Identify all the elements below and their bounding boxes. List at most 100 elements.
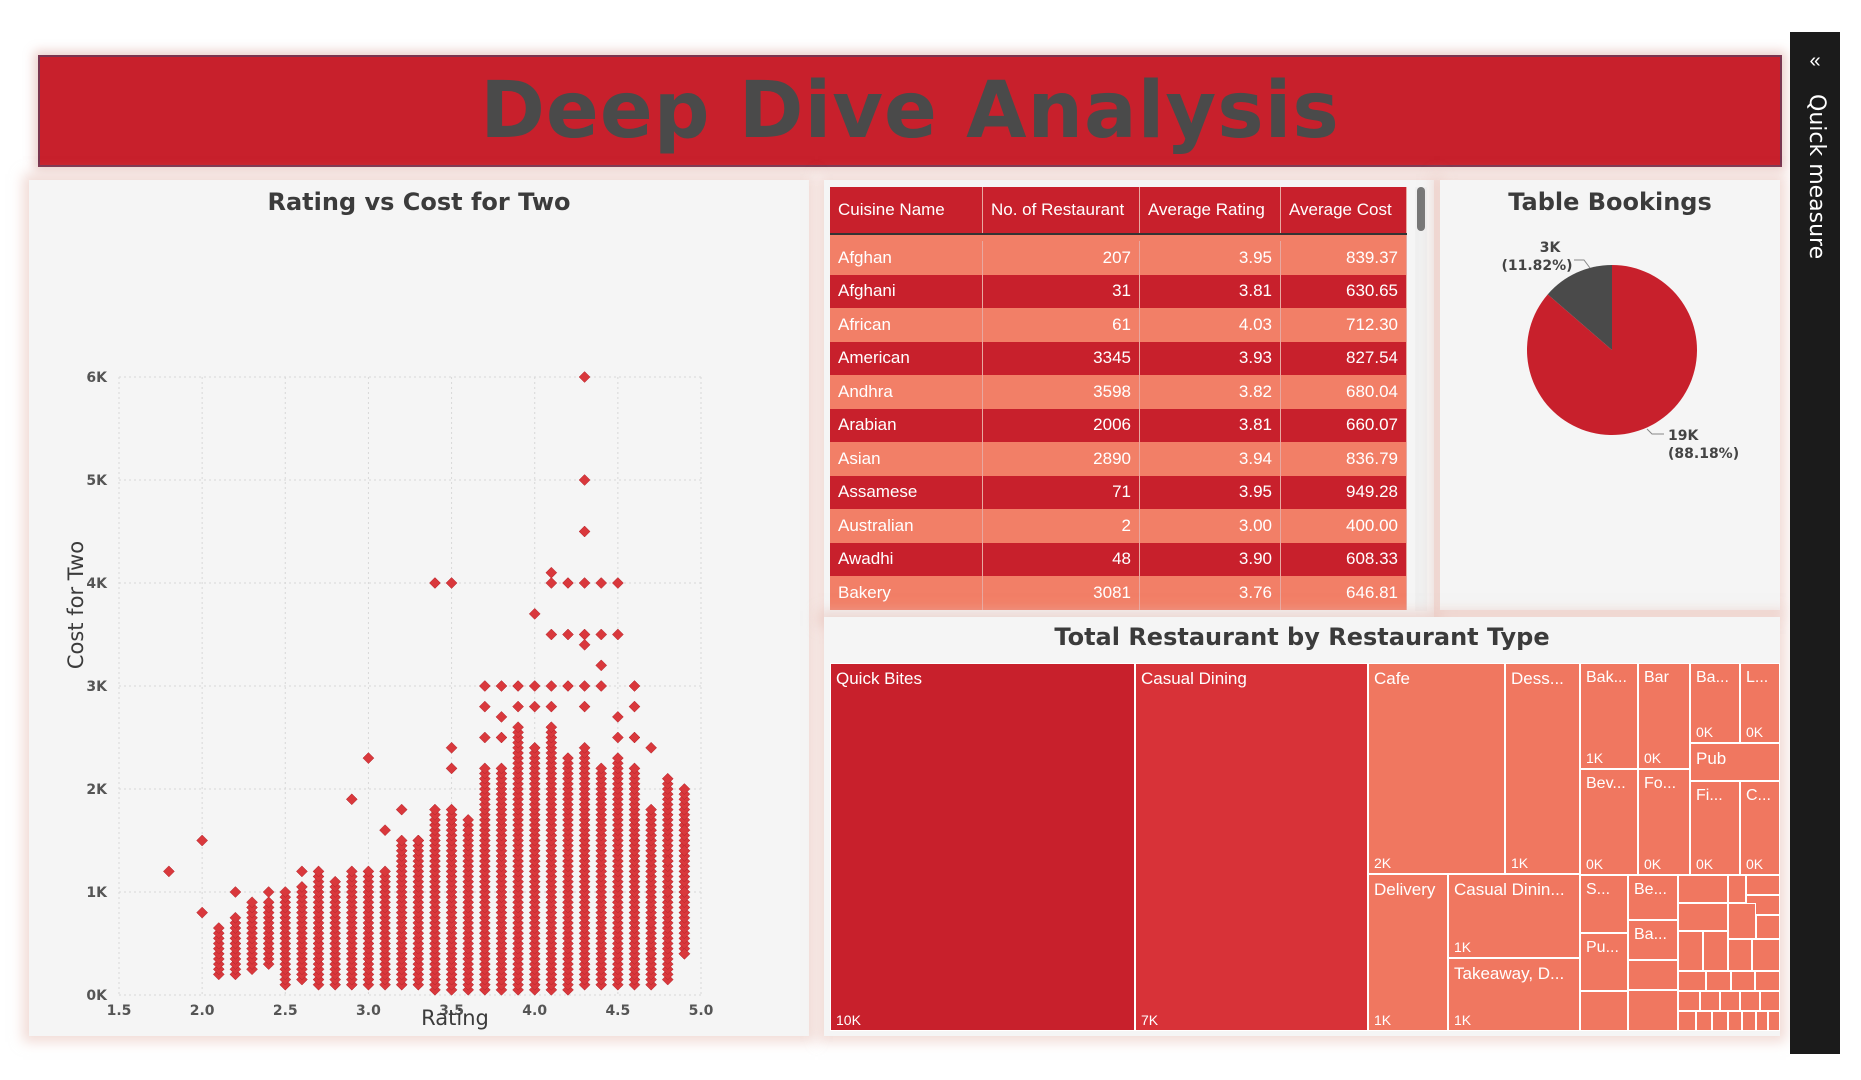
treemap-cell-small[interactable]: [1580, 991, 1628, 1031]
scatter-point[interactable]: [262, 886, 275, 898]
scatter-point[interactable]: [379, 824, 391, 837]
treemap-cell[interactable]: Fo... 0K: [1638, 769, 1690, 875]
scatter-point[interactable]: [229, 911, 242, 924]
scatter-point[interactable]: [246, 896, 258, 909]
scatter-point[interactable]: [562, 680, 574, 692]
scatter-point[interactable]: [495, 711, 508, 723]
treemap-cell-small[interactable]: [1678, 971, 1706, 991]
scatter-point[interactable]: [262, 896, 275, 909]
pie-chart[interactable]: 19K (88.18%) 3K (11.82%): [1440, 180, 1780, 610]
pie-panel[interactable]: Table Bookings 19K (88.18%) 3K (11.82%): [1440, 180, 1780, 610]
treemap-cell[interactable]: Pu...: [1580, 933, 1628, 991]
scatter-point[interactable]: [429, 577, 441, 589]
table-row[interactable]: Arabian 2006 3.81 660.07: [830, 408, 1407, 442]
scatter-point[interactable]: [578, 638, 591, 651]
scatter-point[interactable]: [562, 628, 574, 641]
scatter-point[interactable]: [645, 741, 657, 754]
scatter-point[interactable]: [645, 917, 657, 929]
scatter-point[interactable]: [545, 680, 558, 692]
treemap-cell-small[interactable]: [1728, 1011, 1742, 1031]
treemap-cell[interactable]: Cafe 2K: [1368, 663, 1505, 874]
treemap-cell-small[interactable]: [1756, 915, 1780, 939]
treemap-cell-small[interactable]: [1731, 971, 1755, 991]
scatter-point[interactable]: [478, 680, 491, 692]
treemap-cell-small[interactable]: [1678, 1011, 1696, 1031]
treemap-cell[interactable]: Bak... 1K: [1580, 663, 1638, 769]
scatter-point[interactable]: [678, 844, 691, 857]
scatter-point[interactable]: [478, 762, 491, 775]
treemap-cell-small[interactable]: [1742, 1011, 1756, 1031]
scatter-point[interactable]: [478, 731, 491, 744]
column-header-rating[interactable]: Average Rating: [1139, 187, 1281, 235]
scatter-point[interactable]: [445, 762, 458, 775]
scatter-point[interactable]: [661, 855, 674, 867]
scatter-point[interactable]: [578, 371, 591, 383]
scatter-point[interactable]: [612, 731, 624, 744]
scatter-point[interactable]: [578, 577, 591, 589]
scatter-point[interactable]: [545, 700, 558, 713]
scatter-point[interactable]: [545, 628, 558, 641]
scatter-point[interactable]: [362, 865, 375, 878]
scatter-point[interactable]: [362, 752, 375, 764]
scatter-point[interactable]: [645, 803, 657, 816]
scatter-point[interactable]: [196, 834, 208, 847]
scatter-point[interactable]: [612, 752, 624, 764]
scatter-point[interactable]: [512, 700, 524, 713]
scatter-point[interactable]: [512, 680, 524, 692]
treemap-cell-small[interactable]: [1678, 931, 1703, 971]
column-header-cost[interactable]: Average Cost: [1280, 187, 1407, 235]
treemap-cell[interactable]: L... 0K: [1740, 663, 1780, 743]
column-header-cuisine[interactable]: Cuisine Name: [830, 187, 983, 235]
table-row[interactable]: African 61 4.03 712.30: [830, 308, 1407, 342]
scatter-point[interactable]: [312, 865, 325, 878]
scatter-chart[interactable]: 1.5 2.0 2.5 3.0 3.5 4.0 4.5 5.0 0K 1K 2K 3K 4K 5K 6K R…: [29, 180, 809, 1036]
scatter-point[interactable]: [462, 824, 475, 837]
scatter-point[interactable]: [628, 700, 641, 713]
scatter-point[interactable]: [562, 752, 574, 764]
scatter-point[interactable]: [545, 721, 558, 734]
scatter-point[interactable]: [478, 700, 491, 713]
table-row[interactable]: Australian 2 3.00 400.00: [830, 509, 1407, 543]
treemap-cell-small[interactable]: [1720, 991, 1740, 1011]
scatter-point[interactable]: [678, 886, 691, 898]
scatter-point[interactable]: [196, 906, 208, 919]
scatter-point[interactable]: [595, 577, 608, 589]
scatter-point[interactable]: [296, 880, 308, 893]
scatter-point[interactable]: [578, 628, 591, 641]
treemap-cell-small[interactable]: [1752, 939, 1780, 971]
treemap-cell-small[interactable]: [1728, 903, 1756, 939]
scatter-point[interactable]: [495, 762, 508, 775]
treemap-cell[interactable]: Ba... 0K: [1690, 663, 1740, 743]
scatter-point[interactable]: [678, 824, 691, 837]
scatter-point[interactable]: [661, 886, 674, 898]
scatter-point[interactable]: [445, 803, 458, 816]
scatter-point[interactable]: [595, 659, 608, 672]
scatter-point[interactable]: [512, 721, 524, 734]
scatter-point[interactable]: [528, 700, 541, 713]
scatter-point[interactable]: [595, 628, 608, 641]
scatter-point[interactable]: [545, 577, 558, 589]
treemap-cell[interactable]: Takeaway, D... 1K: [1448, 958, 1580, 1031]
scatter-point[interactable]: [595, 680, 608, 692]
table-row[interactable]: Bakery 3081 3.76 646.81: [830, 576, 1407, 610]
treemap-cell-small[interactable]: [1756, 1011, 1768, 1031]
treemap-cell[interactable]: Casual Dinin... 1K: [1448, 874, 1580, 958]
treemap-cell-small[interactable]: [1740, 991, 1760, 1011]
treemap-cell-small[interactable]: [1728, 939, 1752, 971]
scatter-point[interactable]: [429, 803, 441, 816]
scatter-point[interactable]: [296, 865, 308, 878]
scatter-point[interactable]: [661, 772, 674, 785]
scatter-point[interactable]: [578, 680, 591, 692]
scatter-point[interactable]: [678, 783, 691, 795]
scatter-point[interactable]: [545, 566, 558, 579]
scatter-point[interactable]: [562, 577, 574, 589]
scatter-point[interactable]: [628, 680, 641, 692]
treemap-cell-small[interactable]: [1678, 991, 1700, 1011]
scatter-point[interactable]: [595, 762, 608, 775]
treemap-cell[interactable]: Be...: [1628, 875, 1678, 920]
scatter-point[interactable]: [279, 886, 292, 898]
treemap-cell-small[interactable]: [1712, 1011, 1728, 1031]
scatter-point[interactable]: [528, 608, 541, 620]
table-row[interactable]: Andhra 3598 3.82 680.04: [830, 375, 1407, 409]
treemap-chart[interactable]: Quick Bites 10K Casual Dining 7K Cafe 2K Dess.…: [830, 663, 1780, 1031]
